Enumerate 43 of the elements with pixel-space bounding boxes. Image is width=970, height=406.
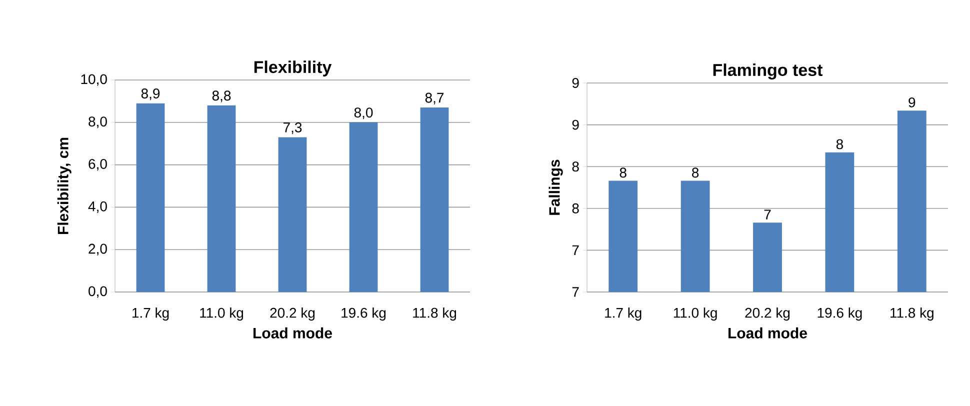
- bar: [349, 122, 378, 292]
- x-tick-label: 11.8 kg: [413, 308, 456, 321]
- x-tick-label: 1.7 kg: [132, 308, 169, 321]
- data-label: 8,0: [354, 108, 373, 120]
- y-tick-label: 9: [572, 78, 579, 88]
- y-tick-label: 8: [572, 162, 579, 172]
- y-axis-title: Flexibility, cm: [57, 138, 72, 234]
- x-tick-label: 19.6 kg: [818, 308, 862, 321]
- data-label: 8,9: [141, 88, 160, 100]
- data-label: 8: [620, 168, 626, 178]
- x-tick-label: 11.0 kg: [200, 308, 244, 321]
- x-tick-label: 20.2 kg: [745, 308, 790, 321]
- x-tick-label: 1.7 kg: [605, 308, 642, 321]
- bar: [207, 105, 236, 292]
- data-label: 7: [764, 210, 771, 220]
- bar: [278, 137, 307, 292]
- data-label: 8: [836, 139, 843, 150]
- y-tick-label: 9: [572, 120, 579, 130]
- data-label: 8,8: [212, 90, 231, 102]
- y-tick-label: 4,0: [88, 201, 107, 213]
- y-tick-label: 7: [572, 245, 579, 256]
- y-tick-label: 10,0: [81, 74, 107, 86]
- bar: [136, 103, 165, 292]
- x-tick-label: 11.8 kg: [890, 308, 934, 321]
- data-label: 7,3: [283, 122, 302, 134]
- data-label: 8: [692, 168, 699, 178]
- y-axis-title: Fallings: [548, 160, 563, 215]
- y-tick-label: 6,0: [88, 158, 107, 171]
- data-label: 8,7: [425, 92, 444, 104]
- chart-title: Flamingo test: [713, 64, 823, 80]
- x-tick-label: 19.6 kg: [342, 308, 386, 321]
- x-axis-title: Load mode: [254, 327, 332, 338]
- y-tick-label: 7: [572, 287, 579, 297]
- x-tick-label: 20.2 kg: [270, 308, 315, 321]
- data-label: 9: [908, 97, 916, 108]
- y-tick-label: 8,0: [88, 116, 107, 128]
- bar: [420, 108, 449, 292]
- y-tick-label: 8: [572, 203, 579, 214]
- x-tick-label: 11.0 kg: [674, 308, 717, 321]
- chart-title: Flexibility: [254, 60, 332, 76]
- x-axis-title: Load mode: [728, 327, 807, 338]
- y-tick-label: 0,0: [88, 286, 107, 298]
- y-tick-label: 2,0: [88, 244, 107, 256]
